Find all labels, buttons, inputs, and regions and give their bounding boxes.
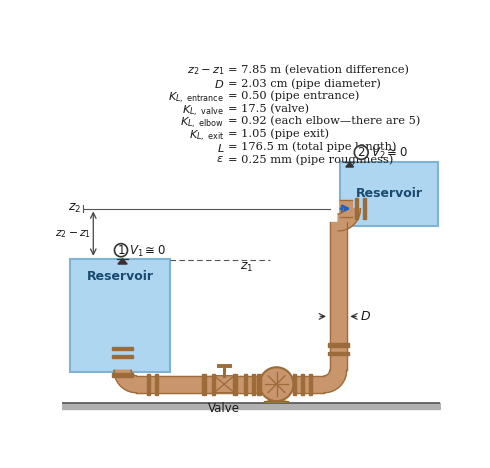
Text: = 1.05 (pipe exit): = 1.05 (pipe exit) xyxy=(228,129,329,139)
Text: 2: 2 xyxy=(358,146,365,159)
Bar xyxy=(70,259,171,372)
Text: = 2.03 cm (pipe diameter): = 2.03 cm (pipe diameter) xyxy=(228,78,381,88)
Bar xyxy=(293,374,296,395)
Bar xyxy=(257,374,261,395)
Polygon shape xyxy=(346,162,354,167)
Bar xyxy=(355,198,358,219)
Text: $z_2-z_1$: $z_2-z_1$ xyxy=(187,66,224,77)
Text: $D$: $D$ xyxy=(361,310,371,323)
Bar xyxy=(202,374,206,395)
Text: $z_2-z_1$: $z_2-z_1$ xyxy=(55,228,91,240)
Text: = 7.85 m (elevation difference): = 7.85 m (elevation difference) xyxy=(228,66,409,76)
Polygon shape xyxy=(214,376,234,393)
Text: $z_2$: $z_2$ xyxy=(68,202,81,215)
Text: $\varepsilon$: $\varepsilon$ xyxy=(217,154,224,164)
Text: $K_{L,\mathrm{\ valve}}$: $K_{L,\mathrm{\ valve}}$ xyxy=(182,103,224,118)
Text: $z_1$: $z_1$ xyxy=(240,261,253,274)
Bar xyxy=(155,374,158,395)
Text: = 17.5 (valve): = 17.5 (valve) xyxy=(228,103,309,114)
Text: $K_{L,\mathrm{\ elbow}}$: $K_{L,\mathrm{\ elbow}}$ xyxy=(180,116,224,132)
Text: $K_{L,\mathrm{\ entrance}}$: $K_{L,\mathrm{\ entrance}}$ xyxy=(169,91,224,106)
Circle shape xyxy=(260,367,294,401)
Polygon shape xyxy=(264,401,289,402)
Bar xyxy=(112,347,133,351)
Text: $D$: $D$ xyxy=(214,78,224,90)
Text: 1: 1 xyxy=(117,244,125,257)
Polygon shape xyxy=(338,209,361,231)
Circle shape xyxy=(354,146,368,159)
Bar xyxy=(301,374,304,395)
Text: Reservoir: Reservoir xyxy=(87,270,154,283)
Bar xyxy=(328,343,348,347)
Text: Pump: Pump xyxy=(297,381,331,394)
Polygon shape xyxy=(118,259,127,264)
Text: $L$: $L$ xyxy=(217,142,224,154)
Bar xyxy=(112,373,133,377)
Text: Reservoir: Reservoir xyxy=(355,188,422,200)
Circle shape xyxy=(115,244,127,257)
Text: $V_1 \cong 0$: $V_1 \cong 0$ xyxy=(129,243,166,258)
Bar xyxy=(309,374,312,395)
Polygon shape xyxy=(324,370,346,393)
Bar xyxy=(244,374,247,395)
Text: = 0.25 mm (pipe roughness): = 0.25 mm (pipe roughness) xyxy=(228,154,393,165)
Text: Valve: Valve xyxy=(208,402,240,415)
Bar xyxy=(340,162,438,226)
Bar xyxy=(112,355,133,358)
Text: = 0.50 (pipe entrance): = 0.50 (pipe entrance) xyxy=(228,91,359,102)
Text: $K_{L,\mathrm{\ exit}}$: $K_{L,\mathrm{\ exit}}$ xyxy=(189,129,224,144)
Text: = 0.92 (each elbow—there are 5): = 0.92 (each elbow—there are 5) xyxy=(228,116,420,126)
Bar xyxy=(252,374,255,395)
Bar xyxy=(147,374,150,395)
Text: = 176.5 m (total pipe length): = 176.5 m (total pipe length) xyxy=(228,142,396,152)
Polygon shape xyxy=(114,370,136,393)
Text: $V_2 \cong 0$: $V_2 \cong 0$ xyxy=(371,146,408,161)
Bar xyxy=(328,351,348,355)
Bar xyxy=(363,198,366,219)
Bar xyxy=(233,374,237,395)
Bar xyxy=(212,374,215,395)
